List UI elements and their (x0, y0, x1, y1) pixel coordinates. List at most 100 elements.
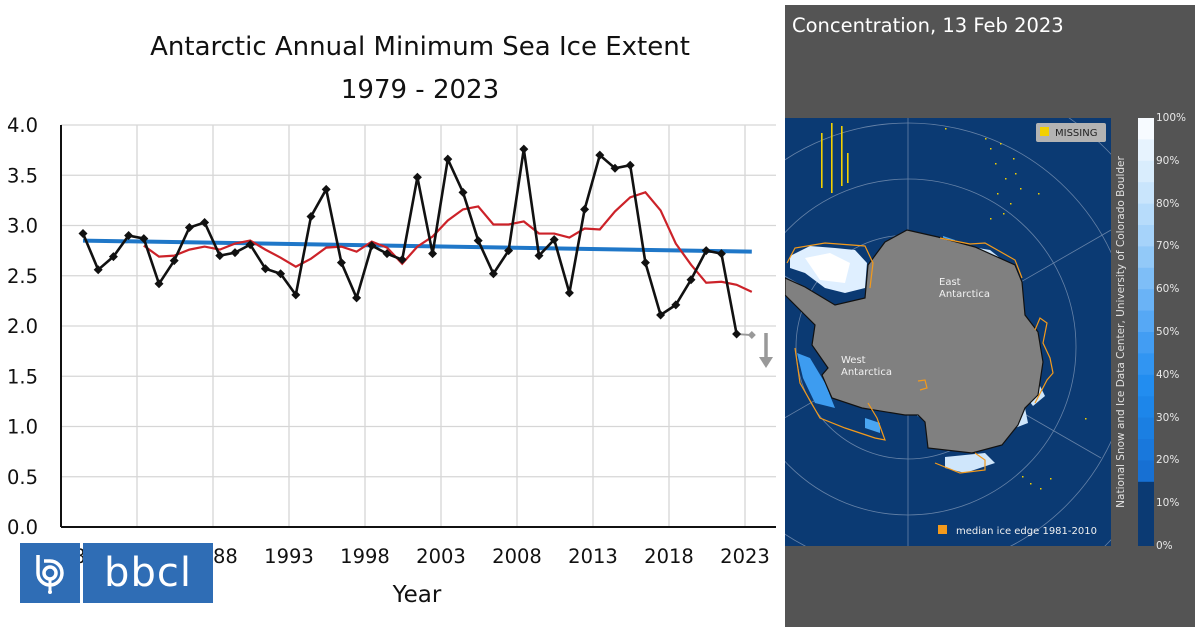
x-axis-label: Year (392, 582, 442, 608)
extent-point (154, 279, 164, 289)
antarctica-landmass (785, 229, 1044, 454)
extent-point (610, 163, 620, 173)
chart-subtitle: 1979 - 2023 (341, 75, 499, 105)
map-region-labels: East Antarctica West Antarctica (841, 277, 990, 378)
y-tick-label: 0.5 (7, 466, 38, 489)
extent-point (108, 252, 118, 262)
colorbar-segment (1138, 182, 1154, 205)
colorbar-segment (1138, 225, 1154, 247)
colorbar-label: 10% (1156, 497, 1180, 510)
x-tick-label: 2008 (492, 545, 542, 568)
colorbar-label: 30% (1156, 411, 1180, 424)
extent-point (443, 154, 453, 164)
colorbar-label: 50% (1156, 326, 1180, 338)
extent-point (640, 258, 650, 268)
median-edge-legend: median ice edge 1981-2010 (938, 525, 1097, 537)
extent-point (230, 248, 240, 258)
y-axis-ticks: 0.0 0.5 1.0 1.5 2.0 2.5 3.0 3.5 4.0 (7, 114, 38, 539)
extent-point (473, 236, 483, 246)
data-credit: National Snow and Ice Data Center, Unive… (1115, 156, 1127, 508)
extent-point (534, 251, 544, 261)
label-west-antarctica-1: West (841, 355, 866, 366)
label-west-antarctica-2: Antarctica (841, 367, 892, 378)
extent-point (458, 187, 468, 197)
extent-point (336, 258, 346, 268)
extent-point (367, 241, 377, 251)
chart-title: Antarctic Annual Minimum Sea Ice Extent (150, 32, 690, 62)
colorbar-segment (1138, 267, 1154, 290)
extent-point (139, 234, 149, 244)
median-ice-edge (786, 237, 1054, 474)
extent-point (291, 290, 301, 300)
colorbar-label: 20% (1156, 454, 1180, 467)
colorbar-segment (1138, 289, 1154, 312)
colorbar-segment (1138, 374, 1154, 397)
colorbar-segment (1138, 332, 1154, 354)
colorbar-label: 100% (1156, 112, 1187, 124)
colorbar-label: 0% (1156, 540, 1173, 552)
extent-point (671, 300, 681, 310)
extent-point (306, 211, 316, 221)
colorbar-label: 60% (1156, 283, 1180, 296)
concentration-colorbar (1138, 118, 1154, 546)
bbcl-radio-icon (36, 555, 64, 594)
colorbar-segment (1138, 118, 1154, 140)
extent-point (564, 288, 574, 298)
missing-legend: MISSING (1036, 123, 1106, 142)
extent-point (716, 249, 726, 259)
extent-point (245, 240, 255, 250)
extent-point (215, 251, 225, 261)
y-tick-label: 1.5 (7, 365, 38, 388)
colorbar-segment (1138, 139, 1154, 162)
colorbar-segment (1138, 353, 1154, 376)
colorbar-segment (1138, 460, 1154, 483)
x-tick-label: 2023 (720, 545, 770, 568)
extent-point (412, 172, 422, 182)
extent-point (276, 269, 286, 279)
extent-point (382, 249, 392, 259)
colorbar-segment (1138, 246, 1154, 269)
extent-point (686, 275, 696, 285)
colorbar-label: 40% (1156, 368, 1180, 381)
sea-ice-chart: Antarctic Annual Minimum Sea Ice Extent … (7, 32, 776, 608)
extent-point (200, 217, 210, 227)
colorbar-segment (1138, 160, 1154, 183)
x-tick-label: 2013 (568, 545, 618, 568)
y-tick-label: 2.0 (7, 315, 38, 338)
extent-point (549, 235, 559, 245)
extent-point (428, 249, 438, 259)
extent-point (519, 144, 529, 154)
gridlines (61, 124, 776, 527)
extent-point (93, 265, 103, 275)
running-mean-line (143, 191, 753, 293)
extent-point (169, 256, 179, 266)
extent-point (260, 264, 270, 274)
median-edge-legend-label: median ice edge 1981-2010 (956, 526, 1097, 537)
colorbar-segment (1138, 396, 1154, 419)
colorbar-segment (1138, 439, 1154, 461)
extent-point (732, 329, 742, 339)
extent-point (701, 246, 711, 256)
sea-ice-concentration-map-panel: Concentration, 13 Feb 2023 (785, 5, 1195, 627)
colorbar-segment (1138, 481, 1154, 546)
label-east-antarctica-1: East (939, 277, 961, 288)
label-east-antarctica-2: Antarctica (939, 289, 990, 300)
missing-data (821, 123, 1087, 490)
y-tick-label: 2.5 (7, 265, 38, 288)
x-tick-label: 1998 (340, 545, 390, 568)
extent-point (78, 229, 88, 239)
down-arrow-icon (759, 357, 773, 368)
x-tick-label: 2018 (644, 545, 694, 568)
y-tick-label: 3.0 (7, 215, 38, 238)
colorbar-label: 80% (1156, 197, 1180, 210)
y-tick-label: 0.0 (7, 516, 38, 539)
extent-point (124, 231, 134, 241)
median-edge-swatch (938, 525, 947, 534)
colorbar-label: 90% (1156, 154, 1180, 167)
extent-point-2023 (747, 331, 756, 340)
extent-point (352, 293, 362, 303)
extent-point (504, 246, 514, 256)
x-tick-label: 1993 (264, 545, 314, 568)
series-layer (78, 144, 756, 340)
bbcl-logo-text: bbcl (83, 543, 213, 603)
